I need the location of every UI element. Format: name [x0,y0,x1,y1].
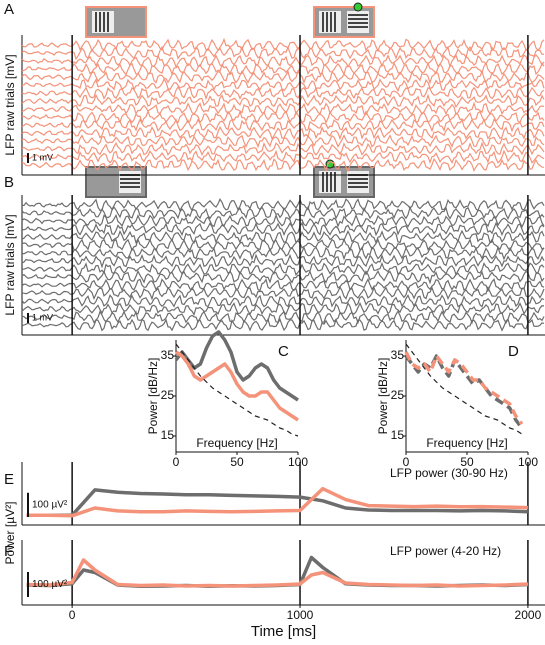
raw-trace [21,317,545,332]
panel-label: D [508,343,519,360]
panel-label: B [4,174,14,191]
raw-trace [21,37,545,53]
raw-trace [22,285,545,301]
x-tick-label: 0 [173,455,180,469]
series-line [404,351,524,426]
series-line [175,350,299,422]
panel-title: LFP power (30-90 Hz) [390,466,508,480]
series-line [26,488,528,518]
raw-trace [21,93,545,109]
raw-trace [21,69,545,85]
series-line [26,555,528,589]
x-axis-label: Frequency [Hz] [426,436,507,450]
raw-trace [21,221,545,237]
y-axis-label: Power [µV²] [3,502,17,565]
series-line [174,330,299,402]
y-tick-label: 25 [161,388,175,402]
raw-trace [21,213,545,229]
raw-trace [21,45,545,61]
raw-trace [21,101,545,116]
raw-trace [21,198,545,212]
raw-trace [21,86,545,101]
panel-label: A [4,1,14,18]
series-line [26,486,528,518]
raw-trace [21,261,545,277]
panel-title: LFP power (4-20 Hz) [390,544,501,558]
scale-label: 1 mV [32,312,53,322]
raw-trace [21,294,545,308]
x-tick-label: 0 [403,455,410,469]
scale-label: 100 µV² [32,579,68,590]
y-axis-label: LFP raw trials [mV] [3,54,17,155]
y-tick-label: 35 [391,348,405,362]
series-line [26,558,528,588]
raw-trace [21,61,545,76]
x-tick-label: 2000 [515,608,542,622]
raw-trace [21,117,545,133]
raw-trace [21,301,545,316]
raw-trace [21,109,545,125]
y-axis-label: Power [dB/Hz] [146,358,160,435]
panel-label: E [4,471,14,488]
raw-trace [21,269,545,285]
y-tick-label: 25 [391,388,405,402]
series-line [405,343,523,435]
y-tick-label: 15 [391,428,405,442]
raw-trace [21,149,545,165]
panel-label: C [278,343,289,360]
x-tick-label: 0 [69,608,76,622]
x-tick-label: 50 [460,455,474,469]
stimulus-icons [85,2,375,198]
raw-trace [21,141,545,157]
raw-trace [21,134,545,149]
raw-trace [21,253,545,269]
y-axis-label: Power [dB/Hz] [376,358,390,435]
x-tick-label: 1000 [287,608,314,622]
raw-trace [21,205,545,220]
y-tick-label: 35 [161,348,175,362]
raw-trace [21,277,545,293]
raw-trace [21,229,545,245]
raw-trace [21,237,545,252]
x-tick-label: 100 [288,455,308,469]
x-axis-label: Frequency [Hz] [196,436,277,450]
raw-trace [21,77,545,93]
raw-trace [21,125,545,141]
x-tick-label: 50 [230,455,244,469]
raw-trace [21,53,545,69]
raw-trace [21,157,545,173]
scale-label: 100 µV² [32,500,68,511]
panel-label: F [4,543,13,560]
scale-label: 1 mV [32,152,53,162]
x-axis-label: Time [ms] [251,623,316,640]
y-tick-label: 15 [161,428,175,442]
raw-trace [21,310,545,325]
raw-trace [21,245,545,261]
y-axis-label: LFP raw trials [mV] [3,214,17,315]
